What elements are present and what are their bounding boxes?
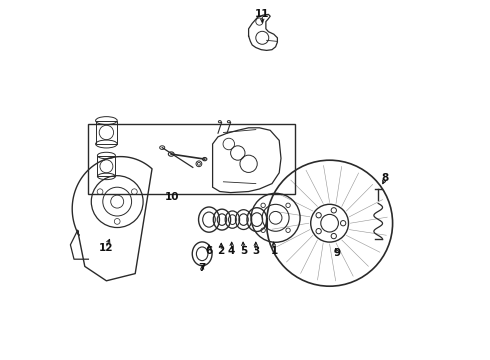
Text: 5: 5 (240, 246, 247, 256)
Text: 10: 10 (165, 192, 179, 202)
Text: 11: 11 (255, 9, 270, 19)
Text: 1: 1 (271, 246, 278, 256)
Text: 7: 7 (198, 263, 206, 273)
Text: 9: 9 (334, 248, 341, 258)
Text: 3: 3 (252, 246, 259, 256)
Bar (88, 124, 295, 194)
Text: 8: 8 (382, 173, 389, 183)
Text: 12: 12 (98, 243, 113, 253)
Text: 2: 2 (218, 246, 225, 256)
Text: 6: 6 (205, 246, 213, 256)
Text: 4: 4 (228, 246, 235, 256)
Bar (96, 121, 117, 144)
Bar (98, 156, 116, 176)
